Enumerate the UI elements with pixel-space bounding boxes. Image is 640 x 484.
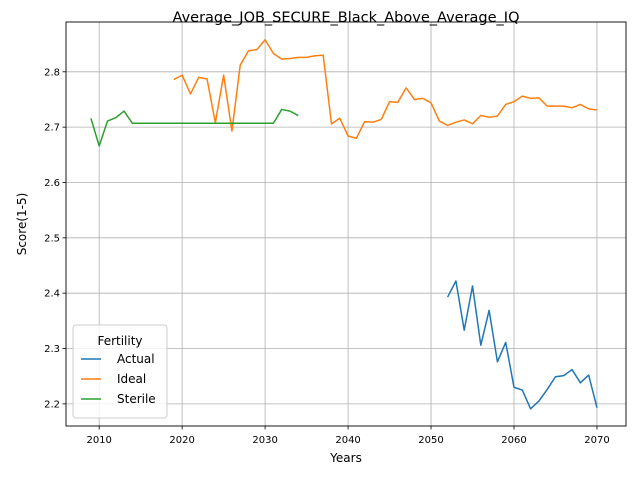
y-tick-label: 2.8 [44,67,60,78]
series-line-actual [446,280,598,410]
y-tick-label: 2.6 [44,178,60,189]
series-line-sterile [90,108,299,147]
y-tick-label: 2.7 [44,123,60,134]
x-axis-label: Years [329,451,362,465]
legend-label-sterile: Sterile [117,392,156,406]
y-tick-label: 2.2 [44,399,60,410]
x-tick-label: 2040 [335,435,360,446]
y-tick-label: 2.4 [44,289,60,300]
y-tick-label: 2.5 [44,233,60,244]
series-line-ideal [173,38,598,139]
chart-title: Average_JOB_SECURE_Black_Above_Average_I… [173,10,520,26]
legend-label-ideal: Ideal [117,372,146,386]
x-tick-label: 2030 [252,435,277,446]
axis-ticks: 2010 2020 2030 2040 2050 2060 2070 2.2 2.3 2.4 2.5… [44,67,610,446]
x-tick-label: 2070 [584,435,609,446]
x-tick-label: 2010 [86,435,111,446]
y-tick-label: 2.3 [44,344,60,355]
plot-frame [65,21,627,427]
legend: Fertility Actual Ideal Sterile [72,324,168,419]
x-tick-label: 2060 [501,435,526,446]
x-tick-label: 2050 [418,435,443,446]
legend-entries: Actual Ideal Sterile [81,352,156,406]
series-lines [90,38,598,410]
x-tick-label: 2020 [169,435,194,446]
legend-box [72,324,168,419]
legend-title: Fertility [97,334,142,348]
y-axis-label: Score(1-5) [15,193,29,256]
legend-label-actual: Actual [117,352,155,366]
